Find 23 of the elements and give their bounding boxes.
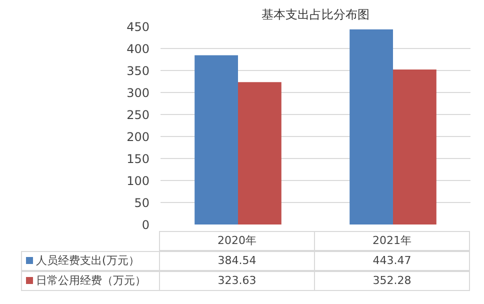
data-label: 443.47 (314, 251, 470, 271)
y-tick-label: 100 (126, 174, 150, 188)
chart-title: 基本支出占比分布图 (262, 8, 370, 22)
y-tick-label: 50 (134, 196, 150, 210)
y-tick-label: 450 (126, 20, 150, 34)
y-tick-label: 200 (126, 130, 150, 144)
data-label: 384.54 (159, 251, 315, 271)
data-label: 323.63 (159, 271, 315, 291)
data-label: 352.28 (314, 271, 470, 291)
bar (350, 29, 393, 224)
legend-label: 日常公用经费（万元） (21, 271, 160, 291)
y-tick-label: 400 (126, 42, 150, 56)
y-tick-label: 350 (126, 64, 150, 78)
bar (393, 69, 436, 224)
legend-label: 人员经费支出(万元） (21, 251, 160, 271)
y-tick-label: 250 (126, 108, 150, 122)
x-tick-label: 2020年 (159, 231, 315, 251)
x-tick-label: 2021年 (314, 231, 470, 251)
y-tick-label: 0 (142, 218, 150, 232)
y-tick-label: 150 (126, 152, 150, 166)
bar (194, 55, 238, 224)
y-tick-label: 300 (126, 86, 150, 100)
bar (238, 82, 282, 224)
